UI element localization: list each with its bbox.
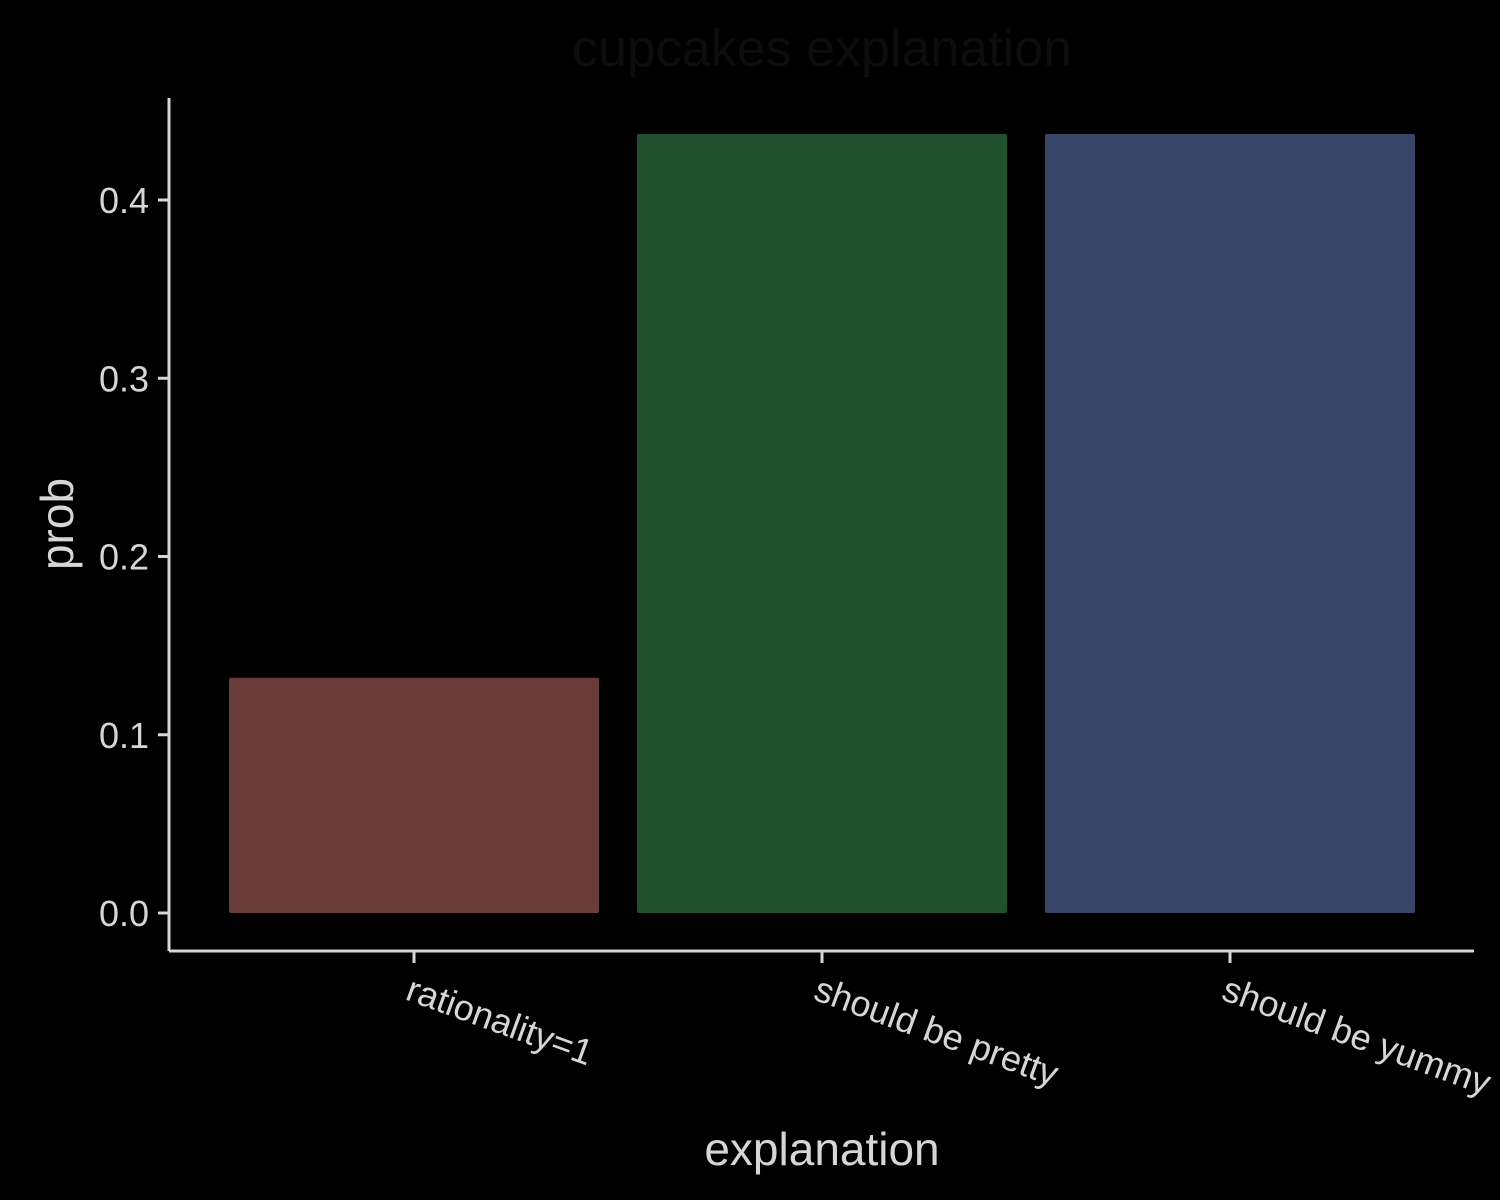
- y-tick-label: 0.2: [99, 537, 149, 578]
- x-ticks-group: rationality=1 should be pretty should be y…: [401, 951, 1496, 1103]
- y-tick-label: 0.0: [99, 893, 149, 934]
- x-axis-title: explanation: [704, 1123, 939, 1175]
- y-tick-label: 0.4: [99, 180, 149, 221]
- y-tick-label: 0.1: [99, 715, 149, 756]
- bars-group: [229, 134, 1415, 914]
- bar: [637, 134, 1007, 914]
- y-tick-label: 0.3: [99, 358, 149, 399]
- y-axis-title: prob: [31, 478, 83, 570]
- chart-title: cupcakes explanation: [572, 20, 1072, 78]
- bar: [1045, 134, 1415, 914]
- bar: [229, 677, 599, 913]
- y-ticks-group: 0.0 0.1 0.2 0.3 0.4: [99, 180, 169, 934]
- x-tick-label: should be yummy: [1217, 968, 1496, 1103]
- x-tick-label: should be pretty: [809, 968, 1064, 1094]
- x-tick-label: rationality=1: [401, 968, 598, 1073]
